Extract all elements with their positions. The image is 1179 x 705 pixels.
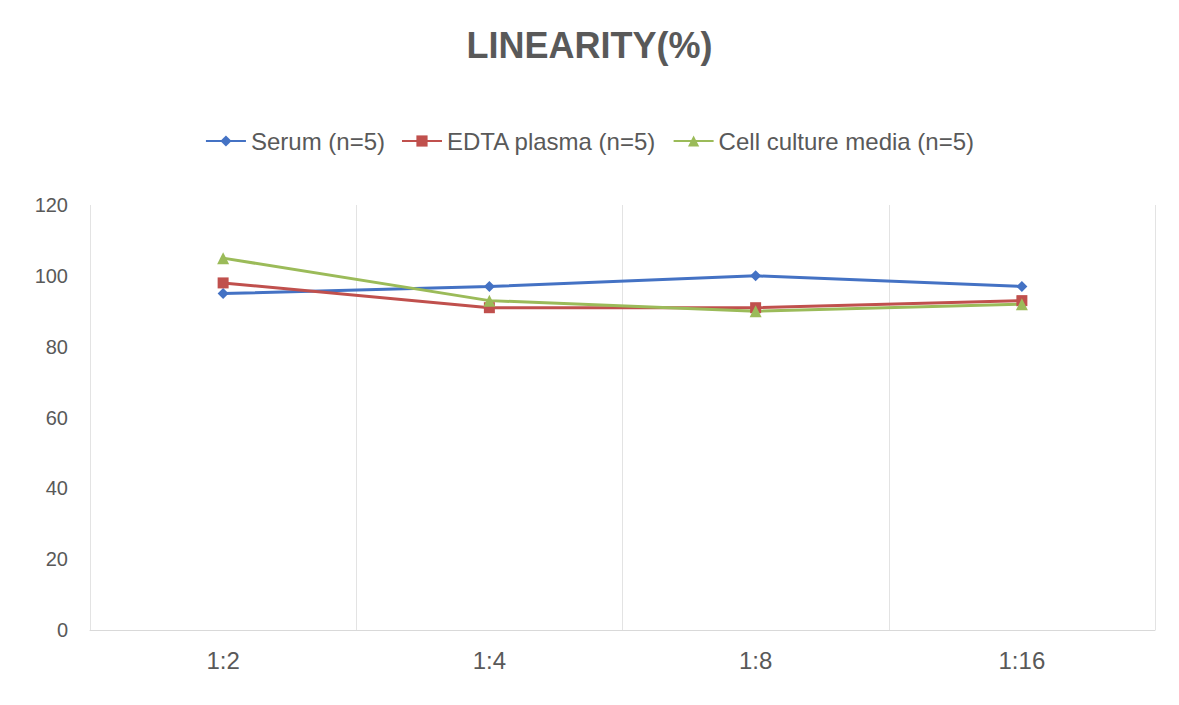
svg-text:1:2: 1:2 (206, 647, 239, 674)
svg-text:Cell culture media (n=5): Cell culture media (n=5) (719, 128, 974, 155)
svg-text:20: 20 (46, 548, 68, 570)
svg-text:1:8: 1:8 (739, 647, 772, 674)
svg-text:120: 120 (35, 194, 68, 216)
svg-text:80: 80 (46, 336, 68, 358)
svg-text:60: 60 (46, 407, 68, 429)
svg-text:Serum (n=5): Serum (n=5) (251, 128, 385, 155)
svg-text:0: 0 (57, 619, 68, 641)
svg-text:1:16: 1:16 (999, 647, 1046, 674)
svg-text:1:4: 1:4 (473, 647, 506, 674)
svg-text:100: 100 (35, 265, 68, 287)
svg-text:EDTA plasma (n=5): EDTA plasma (n=5) (447, 128, 655, 155)
svg-text:40: 40 (46, 477, 68, 499)
svg-text:LINEARITY(%): LINEARITY(%) (467, 25, 713, 66)
